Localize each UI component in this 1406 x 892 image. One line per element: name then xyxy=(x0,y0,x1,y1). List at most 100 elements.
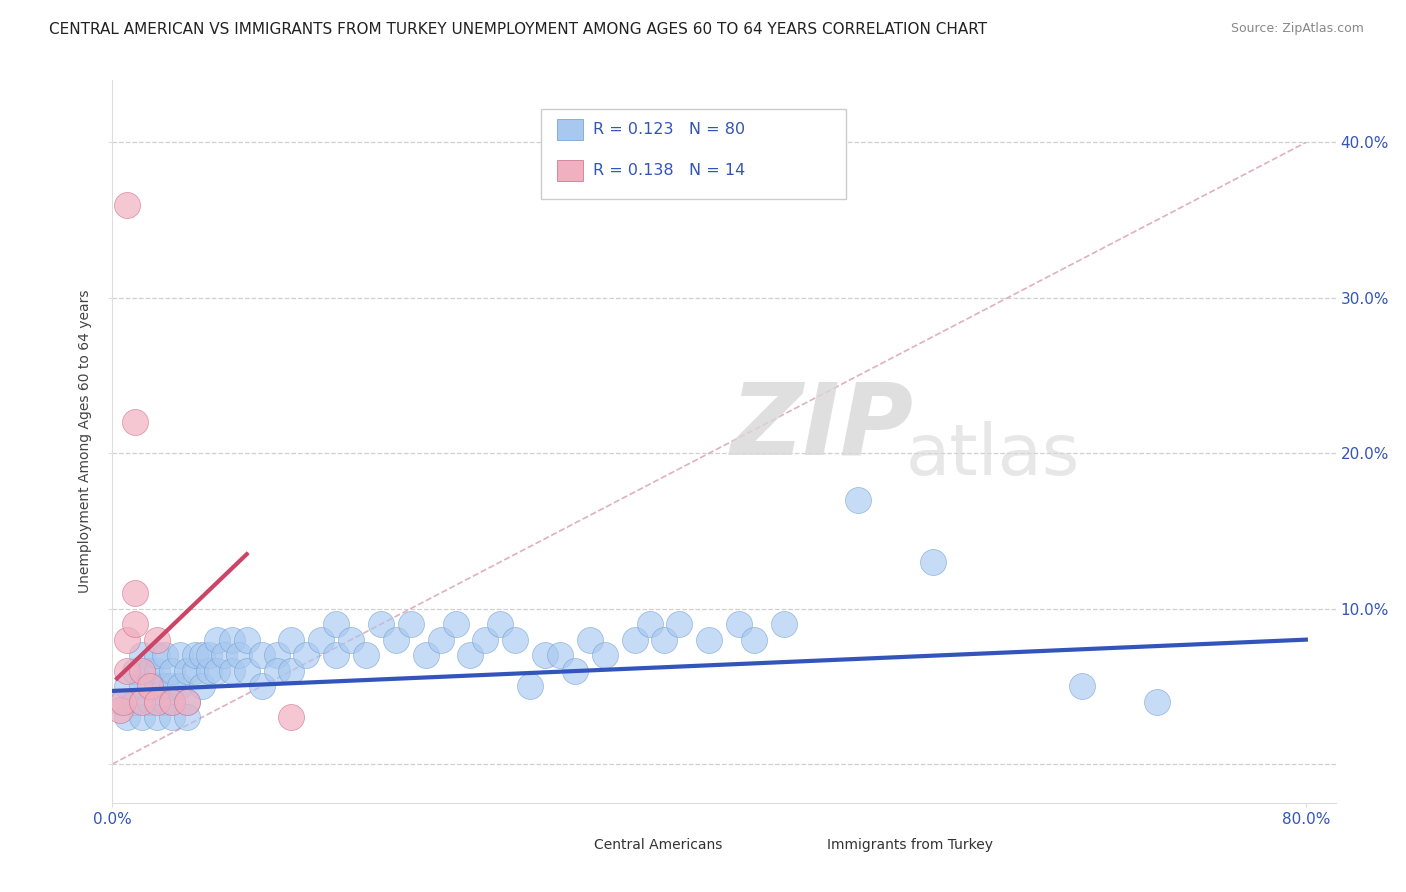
Point xyxy=(221,632,243,647)
Point xyxy=(160,679,183,693)
Point xyxy=(564,664,586,678)
Point xyxy=(131,648,153,663)
Point xyxy=(176,710,198,724)
Point xyxy=(153,679,176,693)
Point xyxy=(131,679,153,693)
Point xyxy=(728,617,751,632)
Point xyxy=(668,617,690,632)
Point xyxy=(139,679,162,693)
Point xyxy=(370,617,392,632)
Point xyxy=(160,695,183,709)
Point xyxy=(117,710,139,724)
Point xyxy=(117,679,139,693)
Point xyxy=(474,632,496,647)
Point xyxy=(235,632,257,647)
Point xyxy=(139,664,162,678)
Text: R = 0.138   N = 14: R = 0.138 N = 14 xyxy=(593,163,745,178)
Point xyxy=(280,710,302,724)
Point xyxy=(153,695,176,709)
Point xyxy=(183,664,205,678)
Point xyxy=(124,415,146,429)
Point xyxy=(250,648,273,663)
Point xyxy=(579,632,602,647)
Text: CENTRAL AMERICAN VS IMMIGRANTS FROM TURKEY UNEMPLOYMENT AMONG AGES 60 TO 64 YEAR: CENTRAL AMERICAN VS IMMIGRANTS FROM TURK… xyxy=(49,22,987,37)
Point xyxy=(503,632,526,647)
Text: ZIP: ZIP xyxy=(731,378,914,475)
FancyBboxPatch shape xyxy=(792,835,818,855)
Text: R = 0.123   N = 80: R = 0.123 N = 80 xyxy=(593,122,745,136)
Point xyxy=(146,710,169,724)
Point xyxy=(146,695,169,709)
Point xyxy=(131,695,153,709)
Point xyxy=(124,664,146,678)
Point xyxy=(146,632,169,647)
Point xyxy=(519,679,541,693)
Point xyxy=(1071,679,1094,693)
Point xyxy=(311,632,333,647)
Point xyxy=(146,664,169,678)
Point xyxy=(266,648,288,663)
Text: Central Americans: Central Americans xyxy=(595,838,723,852)
Point xyxy=(280,632,302,647)
Point xyxy=(922,555,945,569)
Point xyxy=(117,197,139,211)
Point xyxy=(146,648,169,663)
Point xyxy=(228,648,250,663)
Point xyxy=(548,648,571,663)
Point xyxy=(108,695,131,709)
Point xyxy=(146,679,169,693)
Point xyxy=(1146,695,1168,709)
Point xyxy=(534,648,557,663)
Point xyxy=(846,492,869,507)
Point xyxy=(131,664,153,678)
Point xyxy=(108,702,131,716)
Point xyxy=(169,648,191,663)
Point xyxy=(325,617,347,632)
Point xyxy=(266,664,288,678)
Text: Source: ZipAtlas.com: Source: ZipAtlas.com xyxy=(1230,22,1364,36)
Point xyxy=(131,710,153,724)
Point xyxy=(191,679,214,693)
Point xyxy=(280,664,302,678)
Point xyxy=(198,648,221,663)
Point xyxy=(198,664,221,678)
Point xyxy=(489,617,512,632)
Point xyxy=(354,648,377,663)
Point xyxy=(623,632,645,647)
Point xyxy=(429,632,451,647)
Point xyxy=(117,664,139,678)
Point xyxy=(153,648,176,663)
Point xyxy=(697,632,720,647)
Point xyxy=(399,617,422,632)
Point xyxy=(325,648,347,663)
Point xyxy=(340,632,363,647)
Point xyxy=(415,648,437,663)
Point xyxy=(593,648,616,663)
Point xyxy=(214,648,236,663)
Point xyxy=(295,648,318,663)
Point xyxy=(205,632,228,647)
FancyBboxPatch shape xyxy=(557,160,583,181)
Point xyxy=(772,617,794,632)
Y-axis label: Unemployment Among Ages 60 to 64 years: Unemployment Among Ages 60 to 64 years xyxy=(79,290,93,593)
Point xyxy=(117,632,139,647)
Point xyxy=(160,710,183,724)
Point xyxy=(235,664,257,678)
FancyBboxPatch shape xyxy=(540,109,846,200)
Point xyxy=(654,632,676,647)
Point xyxy=(191,648,214,663)
Point xyxy=(444,617,467,632)
FancyBboxPatch shape xyxy=(560,835,586,855)
Point xyxy=(124,617,146,632)
Point xyxy=(176,695,198,709)
Point xyxy=(169,679,191,693)
Point xyxy=(460,648,482,663)
Point xyxy=(742,632,765,647)
Point xyxy=(638,617,661,632)
Point xyxy=(160,664,183,678)
Point xyxy=(139,695,162,709)
Point xyxy=(176,695,198,709)
Point xyxy=(124,695,146,709)
Point xyxy=(221,664,243,678)
Point xyxy=(205,664,228,678)
